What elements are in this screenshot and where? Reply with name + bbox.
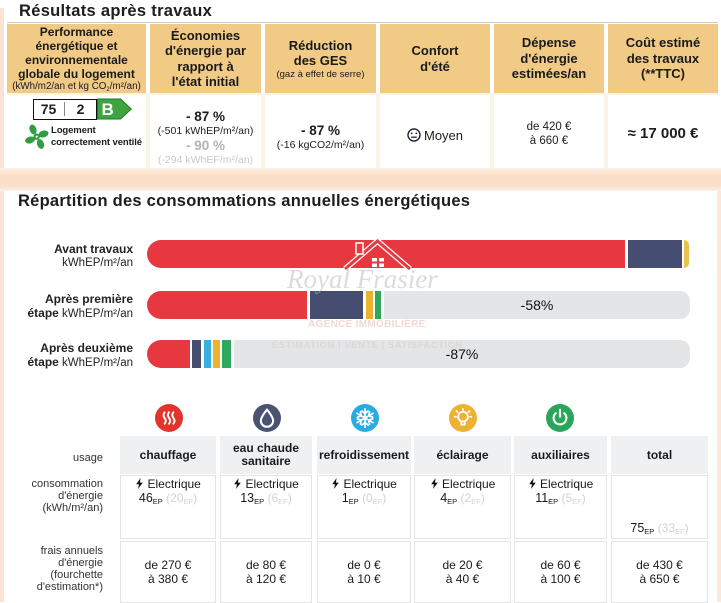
svg-text:B: B (101, 100, 113, 119)
